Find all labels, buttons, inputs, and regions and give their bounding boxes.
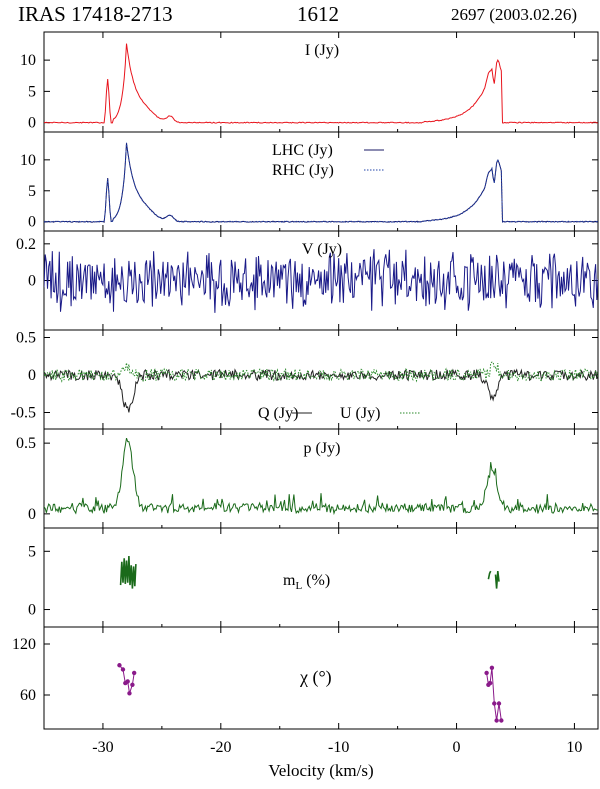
series-segment-2: [487, 570, 492, 580]
panel-title: V (Jy): [302, 241, 342, 258]
y-tick-label: 0: [28, 367, 36, 384]
y-tick-label: 5: [28, 543, 36, 560]
panel-title: p (Jy): [304, 440, 341, 457]
panel-3: 0 0.2 V (Jy): [16, 230, 599, 331]
y-tick-label: 0: [28, 115, 36, 132]
y-tick-label: 0.2: [16, 236, 36, 253]
plot-area: [119, 555, 500, 589]
data-point: [489, 665, 495, 670]
x-tick-label: 0: [453, 739, 461, 756]
data-point: [120, 667, 126, 672]
plot-area: [44, 43, 598, 124]
series-line-qjy: [44, 368, 598, 413]
data-point: [131, 670, 137, 676]
y-tick-label: 0: [28, 273, 36, 290]
x-axis-label: Velocity (km/s): [268, 761, 373, 780]
data-point: [499, 718, 504, 723]
series-line-ijy: [44, 43, 598, 124]
y-tick-label: 5: [28, 83, 36, 100]
plot-area: [117, 663, 504, 723]
y-tick-label: 0: [28, 506, 36, 523]
y-tick-label: 0: [28, 602, 36, 619]
x-tick-label: -20: [210, 739, 231, 756]
panel-6: 0 5 mL (%): [28, 527, 599, 628]
legend-q-label: Q (Jy): [258, 405, 298, 422]
y-tick-label: 10: [20, 52, 36, 69]
legend-rhc-label: RHC (Jy): [272, 162, 334, 179]
line-frequency-title: 1612: [297, 2, 339, 26]
data-point: [117, 663, 122, 668]
data-point: [125, 679, 130, 684]
observation-id-date: 2697 (2003.02.26): [451, 5, 578, 24]
plot-area: [44, 142, 598, 224]
plot-area: [44, 437, 598, 516]
panel-title: mL (%): [283, 572, 330, 592]
series-line-ujy: [44, 361, 598, 383]
data-point: [127, 691, 132, 696]
series-line-pjy: [44, 437, 598, 516]
data-point: [492, 701, 497, 706]
plot-area: [44, 249, 598, 313]
panel-frame: [43, 626, 599, 730]
y-tick-label: 10: [20, 152, 36, 169]
x-tick-label: -30: [92, 739, 113, 756]
legend-lhc-label: LHC (Jy): [272, 142, 333, 159]
data-point: [130, 682, 135, 687]
data-point: [487, 680, 493, 686]
panel-1: 0 5 10 I (Jy): [20, 31, 599, 133]
series-line-vjy: [44, 249, 598, 313]
y-tick-label: 5: [28, 183, 36, 200]
y-tick-label: 120: [12, 636, 36, 653]
panel-frame: [43, 329, 599, 430]
x-tick-label: 10: [566, 739, 582, 756]
y-tick-label: 0.5: [16, 330, 36, 347]
panel-5: 0 0.5 p (Jy): [16, 428, 599, 529]
series-segment-1: [119, 555, 137, 589]
data-point: [496, 701, 502, 706]
plot-area: [44, 361, 598, 413]
y-tick-label: 60: [20, 687, 36, 704]
data-point: [494, 718, 499, 723]
series-line-rhcjy: [44, 142, 598, 223]
data-point: [484, 670, 489, 676]
panel-7: 60 120 χ (°): [12, 626, 599, 730]
panel-2: 0 5 10 LHC (Jy) RHC (Jy): [20, 131, 599, 232]
y-tick-label: -0.5: [11, 405, 36, 422]
panel-title: χ (°): [299, 667, 332, 688]
series-segment-3: [494, 571, 500, 589]
y-tick-label: 0.5: [16, 435, 36, 452]
x-tick-label: -10: [328, 739, 349, 756]
panel-4: -0.5 0 0.5 Q (Jy) U (Jy): [11, 329, 599, 430]
series-segment-2: [486, 667, 502, 721]
y-tick-label: 0: [28, 214, 36, 231]
source-name-title: IRAS 17418-2713: [18, 2, 173, 26]
panel-title: I (Jy): [305, 42, 339, 59]
legend-u-label: U (Jy): [340, 405, 380, 422]
